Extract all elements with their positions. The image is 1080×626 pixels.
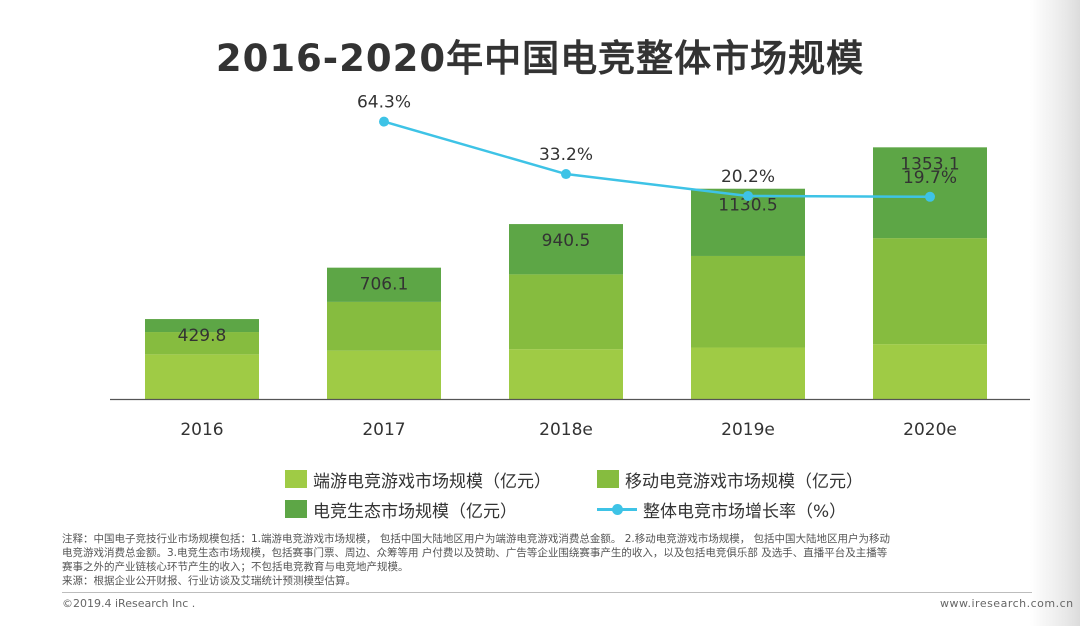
bar-segment-ecosystem-2018e: [509, 224, 623, 275]
legend-label-ecosystem: 电竞生态市场规模（亿元）: [313, 501, 517, 522]
growth-rate-label: 19.7%: [903, 168, 957, 188]
bar-total-label: 429.8: [178, 326, 227, 346]
bar-total-label: 1130.5: [718, 196, 777, 216]
legend-item-ecosystem: 电竞生态市场规模（亿元）: [285, 498, 585, 522]
growth-rate-line: [383, 120, 931, 199]
legend-item-mobile-esports: 移动电竞游戏市场规模（亿元）: [597, 468, 917, 492]
x-tick-label: 2017: [362, 420, 405, 440]
legend-swatch-mobile-esports: [597, 470, 619, 488]
growth-rate-label: 20.2%: [721, 167, 775, 187]
footnotes: 注释：中国电子竞技行业市场规模包括：1.端游电竞游戏市场规模， 包括中国大陆地区…: [62, 532, 1030, 588]
bar-segment-mobile-2019e: [691, 255, 805, 348]
legend: 端游电竞游戏市场规模（亿元） 移动电竞游戏市场规模（亿元） 电竞生态市场规模（亿…: [285, 468, 925, 522]
bar-segment-pc-2019e: [691, 347, 805, 399]
growth-rate-point: [561, 169, 571, 180]
x-tick-label: 2018e: [539, 420, 593, 440]
copyright: ©2019.4 iResearch Inc .: [62, 597, 196, 610]
website: www.iresearch.com.cn: [940, 597, 1074, 610]
x-tick-label: 2019e: [721, 420, 775, 440]
legend-swatch-ecosystem: [285, 500, 307, 518]
bar-segment-mobile-2016: [145, 332, 259, 355]
bar-segment-mobile-2017: [327, 301, 441, 351]
bar-segment-mobile-2018e: [509, 274, 623, 350]
chart-title: 2016-2020年中国电竞整体市场规模: [215, 37, 865, 80]
bar-segment-ecosystem-2017: [327, 267, 441, 302]
footnote-line: 赛事之外的产业链核心环节产生的收入；不包括电竞教育与电竞地产规模。: [62, 561, 409, 573]
bar-segment-pc-2017: [327, 350, 441, 399]
bar-segment-pc-2018e: [509, 349, 623, 399]
legend-item-pc-esports: 端游电竞游戏市场规模（亿元）: [285, 468, 585, 492]
legend-swatch-growth-rate: [597, 500, 637, 518]
growth-rate-point: [743, 190, 753, 201]
footnote-line: 电竞游戏消费总金额。3.电竞生态市场规模，包括赛事门票、周边、众筹等用 户付费以…: [62, 547, 888, 559]
bar-segment-ecosystem-2016: [145, 319, 259, 333]
source-line: 来源：根据企业公开财报、行业访谈及艾瑞统计预测模型估算。: [62, 575, 356, 587]
bar-total-label: 940.5: [542, 231, 591, 251]
growth-rate-point: [925, 191, 935, 202]
legend-label-growth-rate: 整体电竞市场增长率（%）: [643, 501, 847, 522]
page-edge-shadow: [1030, 0, 1080, 626]
legend-swatch-pc-esports: [285, 470, 307, 488]
legend-label-pc-esports: 端游电竞游戏市场规模（亿元）: [313, 471, 551, 492]
legend-label-mobile-esports: 移动电竞游戏市场规模（亿元）: [625, 471, 863, 492]
growth-rate-point: [379, 116, 389, 127]
bar-segment-pc-2020e: [873, 344, 987, 399]
legend-item-growth-rate: 整体电竞市场增长率（%）: [597, 498, 917, 522]
bar-segment-mobile-2020e: [873, 238, 987, 345]
footnote-line: 注释：中国电子竞技行业市场规模包括：1.端游电竞游戏市场规模， 包括中国大陆地区…: [62, 533, 891, 545]
bar-total-label: 1353.1: [900, 154, 959, 174]
bar-total-label: 706.1: [360, 275, 409, 295]
bar-segment-pc-2016: [145, 354, 259, 399]
footer-divider: [62, 592, 1032, 593]
x-tick-label: 2016: [180, 420, 223, 440]
growth-rate-label: 33.2%: [539, 145, 593, 165]
growth-rate-label: 64.3%: [357, 93, 411, 113]
x-tick-label: 2020e: [903, 420, 957, 440]
chart-svg: 429.8 2016 706.1 2017 940.5 2018e 1130.5 2019e 1…: [110, 93, 1030, 440]
